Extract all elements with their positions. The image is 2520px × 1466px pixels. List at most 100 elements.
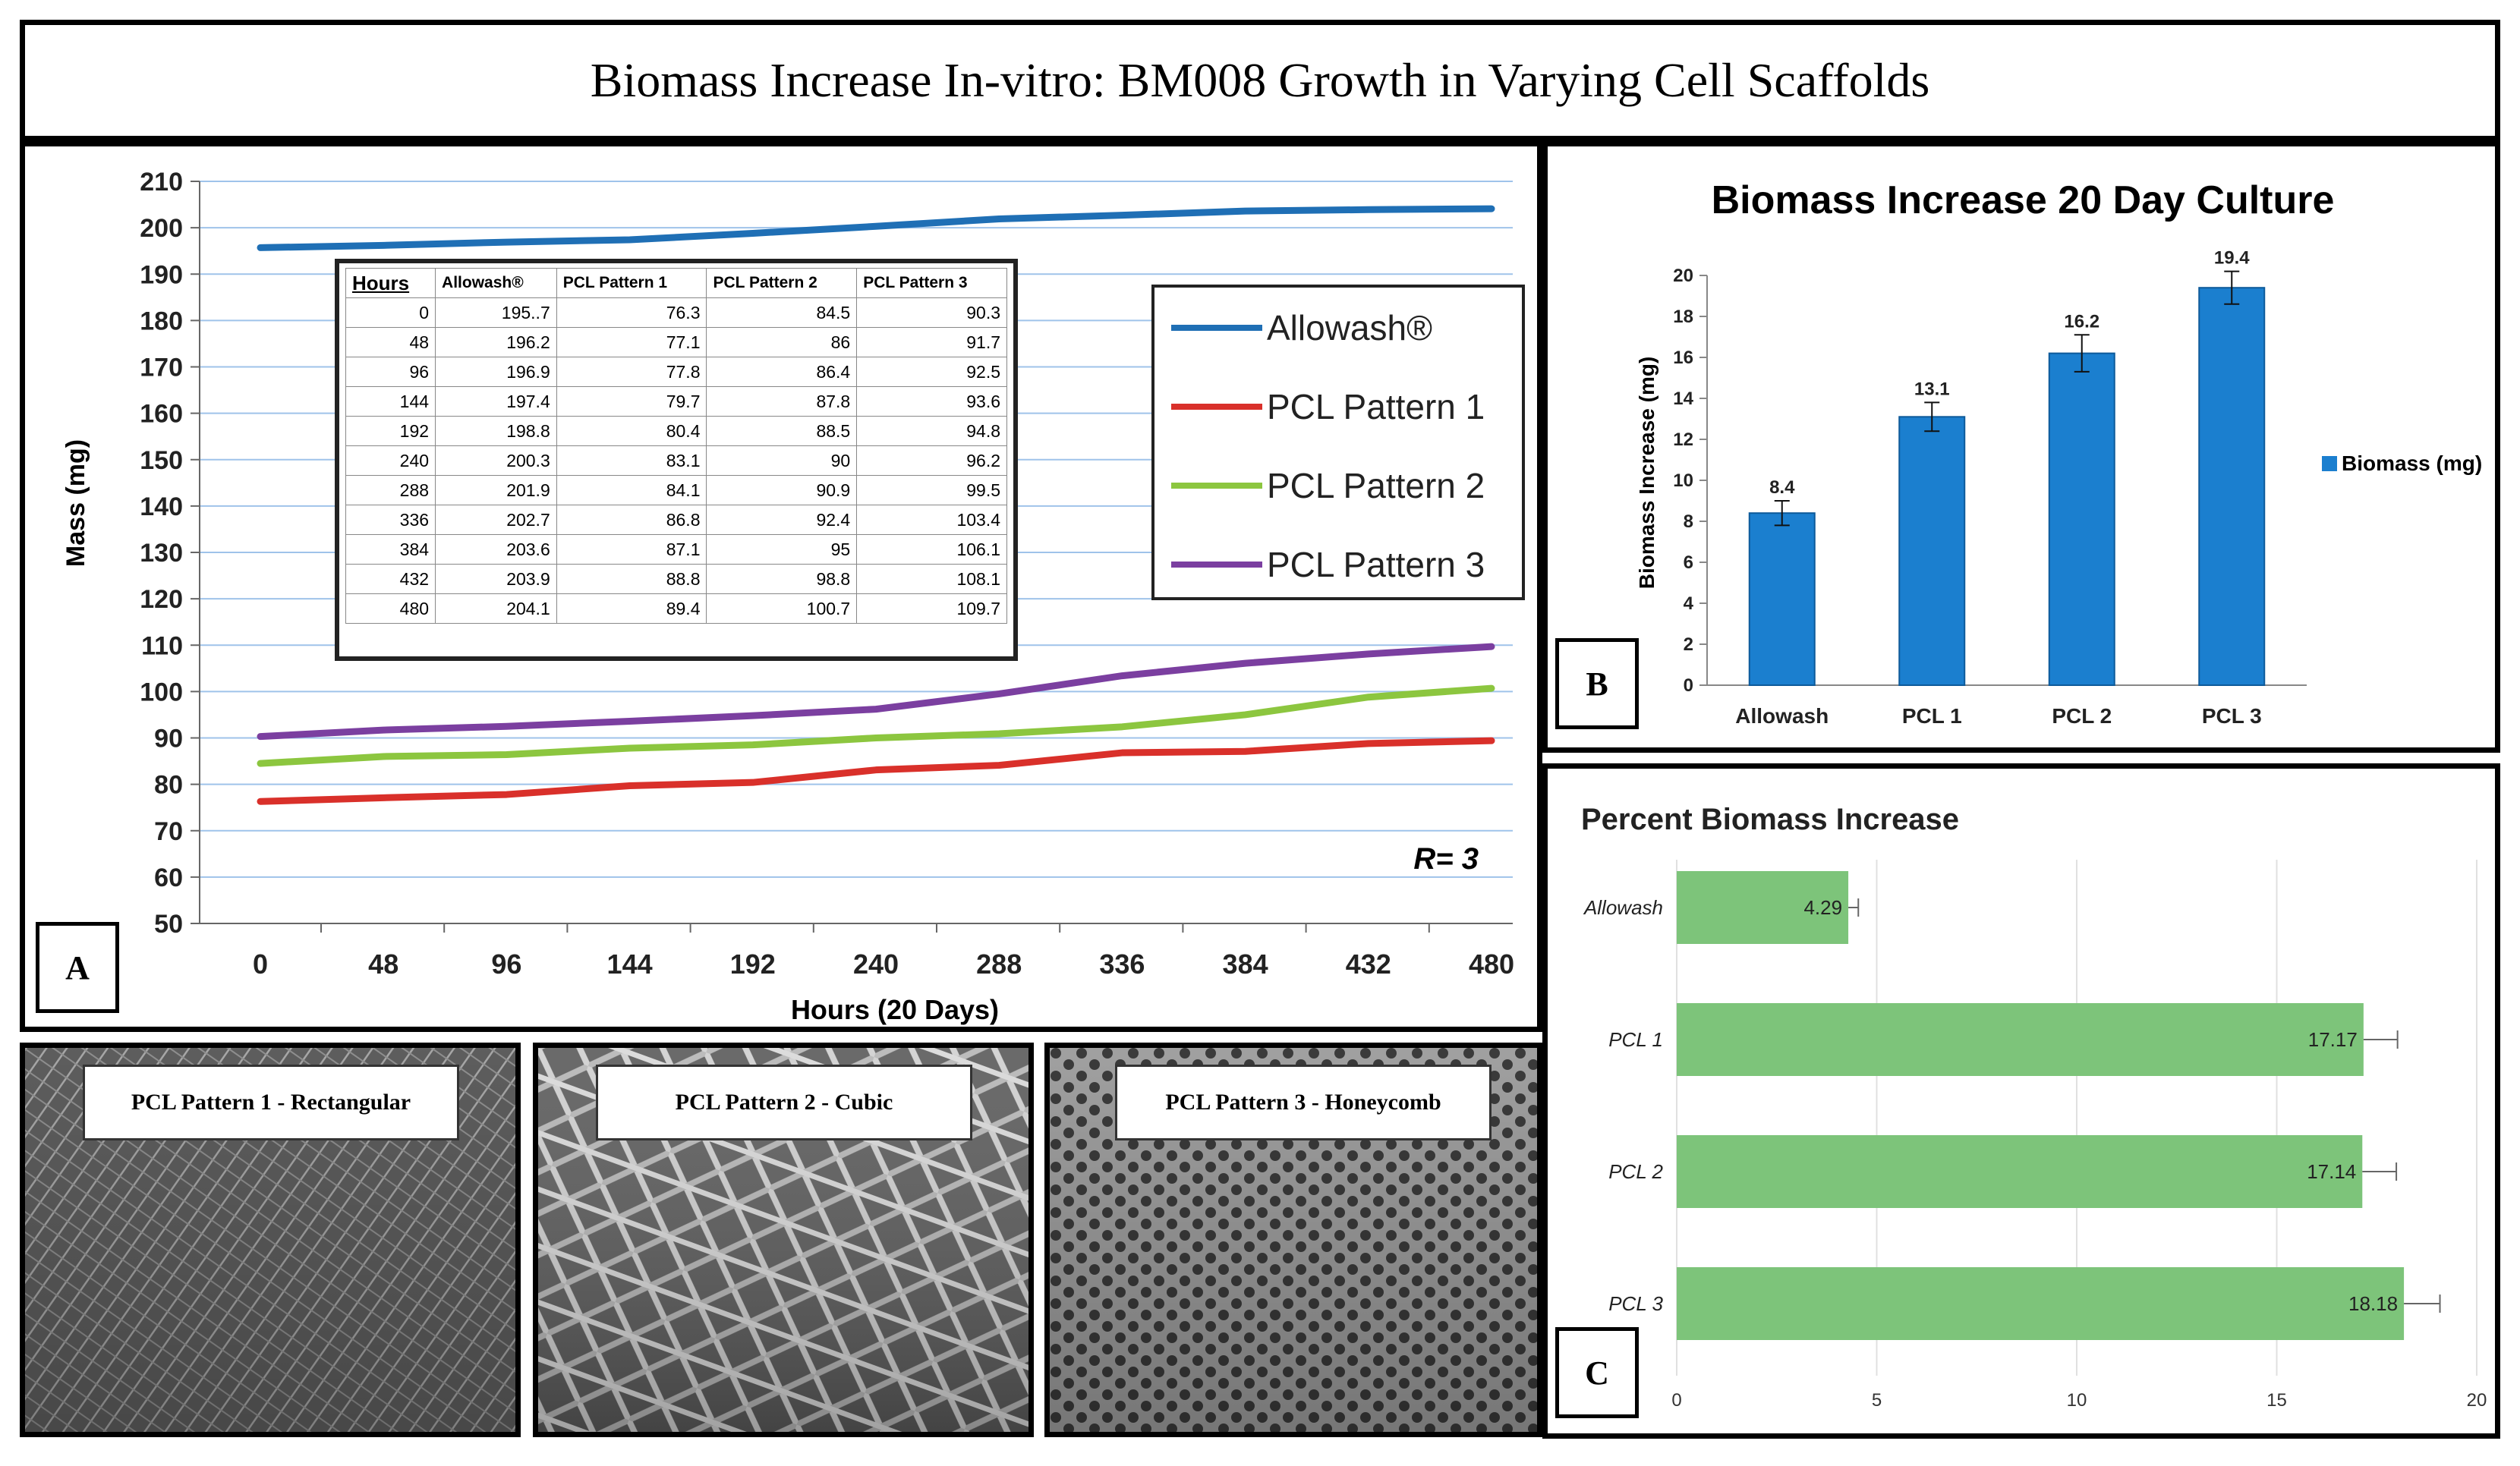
x-tick-label: 288 <box>976 948 1022 980</box>
y-tick-label: 190 <box>140 260 183 289</box>
table-cell: 196.2 <box>435 327 557 357</box>
chart-c-title: Percent Biomass Increase <box>1581 803 1959 836</box>
table-cell: 240 <box>345 445 436 476</box>
category-label: PCL 2 <box>2052 704 2112 728</box>
category-label: PCL 1 <box>1902 704 1962 728</box>
figure-title: Biomass Increase In-vitro: BM008 Growth … <box>590 53 1930 107</box>
table-cell: 92.4 <box>706 505 858 535</box>
table-cell: 288 <box>345 475 436 505</box>
table-cell: 80.4 <box>556 416 707 446</box>
table-cell: 108.1 <box>856 564 1007 594</box>
table-cell: 87.1 <box>556 534 707 565</box>
y-tick-label: 0 <box>1684 675 1693 696</box>
y-tick-label: 180 <box>140 307 183 335</box>
table-row: 144 197.4 79.7 87.8 93.6 <box>345 386 1007 417</box>
table-row: 48 196.2 77.1 86 91.7 <box>345 327 1007 357</box>
table-cell: 88.8 <box>556 564 707 594</box>
legend-swatch-b <box>2322 456 2337 471</box>
table-cell: 198.8 <box>435 416 557 446</box>
x-tick-label: 384 <box>1223 948 1268 980</box>
table-header-cell: PCL Pattern 1 <box>556 268 707 298</box>
y-axis-label-b: Biomass Increase (mg) <box>1635 357 1658 590</box>
table-cell: 84.1 <box>556 475 707 505</box>
legend-label: Allowash® <box>1267 308 1432 348</box>
image-label-3: PCL Pattern 3 - Honeycomb <box>1115 1065 1492 1140</box>
legend-item: PCL Pattern 2 <box>1171 465 1485 506</box>
table-cell: 0 <box>345 297 436 328</box>
legend-label-b: Biomass (mg) <box>2342 451 2482 475</box>
data-label: 8.4 <box>1769 477 1795 498</box>
table-cell: 91.7 <box>856 327 1007 357</box>
table-cell: 99.5 <box>856 475 1007 505</box>
legend-item: PCL Pattern 3 <box>1171 544 1485 585</box>
y-tick-label: 200 <box>140 214 183 243</box>
category-label: Allowash <box>1583 896 1663 919</box>
table-header-cell: PCL Pattern 3 <box>856 268 1007 298</box>
table-cell: 201.9 <box>435 475 557 505</box>
table-cell: 95 <box>706 534 858 565</box>
series-line-1 <box>257 205 1495 251</box>
table-cell: 336 <box>345 505 436 535</box>
x-tick-label: 96 <box>491 948 521 980</box>
table-cell: 94.8 <box>856 416 1007 446</box>
y-tick-label: 18 <box>1673 307 1693 327</box>
table-row: 96 196.9 77.8 86.4 92.5 <box>345 357 1007 387</box>
legend-swatch <box>1171 404 1262 410</box>
table-cell: 83.1 <box>556 445 707 476</box>
table-cell: 197.4 <box>435 386 557 417</box>
table-row: 288 201.9 84.1 90.9 99.5 <box>345 475 1007 505</box>
y-tick-label: 70 <box>154 817 183 846</box>
legend-label: PCL Pattern 1 <box>1267 387 1485 426</box>
x-tick-label: 20 <box>2467 1390 2487 1411</box>
table-cell: 203.6 <box>435 534 557 565</box>
image-label-1: PCL Pattern 1 - Rectangular <box>83 1065 459 1140</box>
category-label: PCL 1 <box>1608 1028 1663 1051</box>
table-cell: 84.5 <box>706 297 858 328</box>
table-cell: 384 <box>345 534 436 565</box>
y-tick-label: 12 <box>1673 429 1693 450</box>
r-annotation: R= 3 <box>1413 842 1479 876</box>
category-label: PCL 2 <box>1608 1160 1663 1183</box>
data-label: 19.4 <box>2214 248 2250 269</box>
y-tick-label: 120 <box>140 585 183 614</box>
table-cell: 90.3 <box>856 297 1007 328</box>
panel-letter-a: A <box>36 922 119 1013</box>
series-line-4 <box>257 643 1495 741</box>
table-cell: 96.2 <box>856 445 1007 476</box>
series-line-2 <box>257 737 1495 805</box>
y-tick-label: 60 <box>154 864 183 892</box>
data-label: 4.29 <box>1803 896 1842 919</box>
x-tick-label: 480 <box>1469 948 1514 980</box>
table-cell: 92.5 <box>856 357 1007 387</box>
x-tick-label: 432 <box>1346 948 1391 980</box>
y-tick-label: 80 <box>154 771 183 800</box>
legend-swatch <box>1171 562 1262 568</box>
legend-item: Allowash® <box>1171 307 1432 348</box>
table-cell: 90 <box>706 445 858 476</box>
table-header-cell: PCL Pattern 2 <box>706 268 858 298</box>
series-line-3 <box>257 684 1495 767</box>
table-row: 192 198.8 80.4 88.5 94.8 <box>345 416 1007 446</box>
y-tick-label: 130 <box>140 539 183 568</box>
table-cell: 88.5 <box>706 416 858 446</box>
table-cell: 480 <box>345 593 436 624</box>
table-cell: 204.1 <box>435 593 557 624</box>
category-label: Allowash <box>1735 704 1829 728</box>
legend-label: PCL Pattern 2 <box>1267 466 1485 505</box>
table-cell: 195..7 <box>435 297 557 328</box>
data-label: 17.17 <box>2308 1028 2358 1051</box>
table-cell: 48 <box>345 327 436 357</box>
y-tick-label: 14 <box>1673 389 1693 409</box>
table-cell: 87.8 <box>706 386 858 417</box>
sem-image-honeycomb: PCL Pattern 3 - Honeycomb <box>1044 1043 1542 1437</box>
x-tick-label: 10 <box>2067 1390 2087 1411</box>
bar <box>1677 1267 2405 1340</box>
table-cell: 109.7 <box>856 593 1007 624</box>
y-tick-label: 16 <box>1673 348 1693 368</box>
table-cell: 79.7 <box>556 386 707 417</box>
table-cell: 96 <box>345 357 436 387</box>
data-label: 18.18 <box>2348 1292 2398 1315</box>
legend-label: PCL Pattern 3 <box>1267 545 1485 584</box>
legend-swatch <box>1171 483 1262 489</box>
sem-image-rectangular: PCL Pattern 1 - Rectangular <box>20 1043 521 1437</box>
